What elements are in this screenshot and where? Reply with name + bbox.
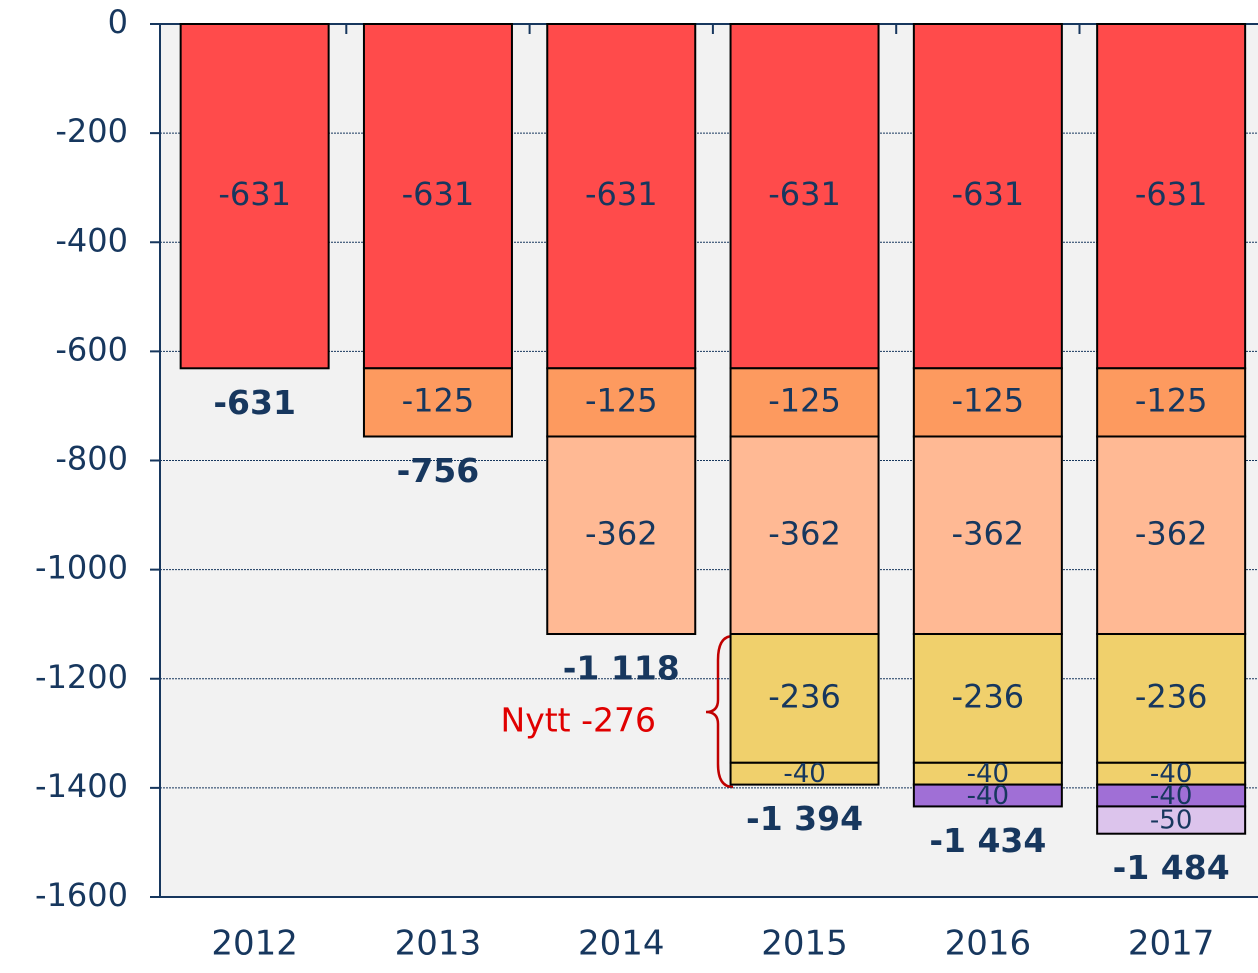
y-tick-label: 0 bbox=[108, 3, 128, 41]
segment-label: -631 bbox=[218, 175, 291, 213]
segment-label: -236 bbox=[1135, 677, 1208, 715]
segment-label: -631 bbox=[768, 175, 841, 213]
total-label: -756 bbox=[397, 451, 480, 490]
total-label: -1 484 bbox=[1113, 848, 1230, 887]
segment-label: -125 bbox=[402, 381, 475, 419]
segment-label: -125 bbox=[585, 381, 658, 419]
bar-segment bbox=[912, 633, 1063, 764]
bar-segment bbox=[362, 367, 513, 438]
segment-label: -125 bbox=[1135, 381, 1208, 419]
total-label: -1 434 bbox=[929, 821, 1046, 860]
x-tick-label: 2014 bbox=[578, 924, 665, 964]
x-tick-label: 2016 bbox=[945, 924, 1032, 964]
x-tick-label: 2013 bbox=[395, 924, 482, 964]
bar-segment bbox=[729, 367, 880, 438]
bar-segment bbox=[729, 633, 880, 764]
bar-segment bbox=[912, 23, 1063, 370]
segment-label: -631 bbox=[1135, 175, 1208, 213]
segment-label: -631 bbox=[585, 175, 658, 213]
brace bbox=[705, 634, 734, 789]
segment-label: -125 bbox=[768, 381, 841, 419]
bar-segment bbox=[1096, 633, 1247, 764]
segment-label: -362 bbox=[768, 514, 841, 552]
bar-segment bbox=[362, 23, 513, 370]
bar-segment bbox=[912, 783, 1063, 808]
bar-segment bbox=[729, 761, 880, 786]
bar-segment bbox=[729, 23, 880, 370]
y-tick-label: -1200 bbox=[35, 658, 128, 696]
bar-segment bbox=[912, 367, 1063, 438]
bar-segment bbox=[546, 367, 697, 438]
bar-segment bbox=[179, 23, 330, 370]
segment-label: -236 bbox=[768, 677, 841, 715]
segment-label: -362 bbox=[1135, 514, 1208, 552]
segment-label: -50 bbox=[1150, 806, 1192, 836]
segment-label: -236 bbox=[952, 677, 1025, 715]
total-label: -1 118 bbox=[563, 649, 680, 688]
y-tick-label: -400 bbox=[55, 221, 128, 259]
y-tick-label: -1400 bbox=[35, 767, 128, 805]
bar-segment bbox=[1096, 435, 1247, 636]
bar-segment bbox=[1096, 805, 1247, 835]
bar-segment bbox=[1096, 367, 1247, 438]
segment-label: -40 bbox=[967, 781, 1009, 811]
x-tick-label: 2017 bbox=[1128, 924, 1215, 964]
segment-label: -362 bbox=[952, 514, 1025, 552]
annotation: Nytt -276 bbox=[501, 701, 656, 740]
y-tick-label: -800 bbox=[55, 440, 128, 478]
y-tick-label: -1600 bbox=[35, 876, 128, 914]
bar-segment bbox=[912, 435, 1063, 636]
y-tick-label: -600 bbox=[55, 330, 128, 368]
segment-label: -631 bbox=[402, 175, 475, 213]
segment-label: -362 bbox=[585, 514, 658, 552]
segment-label: -40 bbox=[783, 759, 825, 789]
total-label: -1 394 bbox=[746, 799, 863, 838]
y-tick-label: -1000 bbox=[35, 549, 128, 587]
bar-segment bbox=[546, 435, 697, 636]
bar-segment bbox=[729, 435, 880, 636]
total-label: -631 bbox=[213, 383, 296, 422]
x-tick-label: 2012 bbox=[211, 924, 298, 964]
segment-label: -631 bbox=[952, 175, 1025, 213]
x-tick-label: 2015 bbox=[761, 924, 848, 964]
y-tick-label: -200 bbox=[55, 112, 128, 150]
bar-segment bbox=[546, 23, 697, 370]
segment-label: -125 bbox=[952, 381, 1025, 419]
